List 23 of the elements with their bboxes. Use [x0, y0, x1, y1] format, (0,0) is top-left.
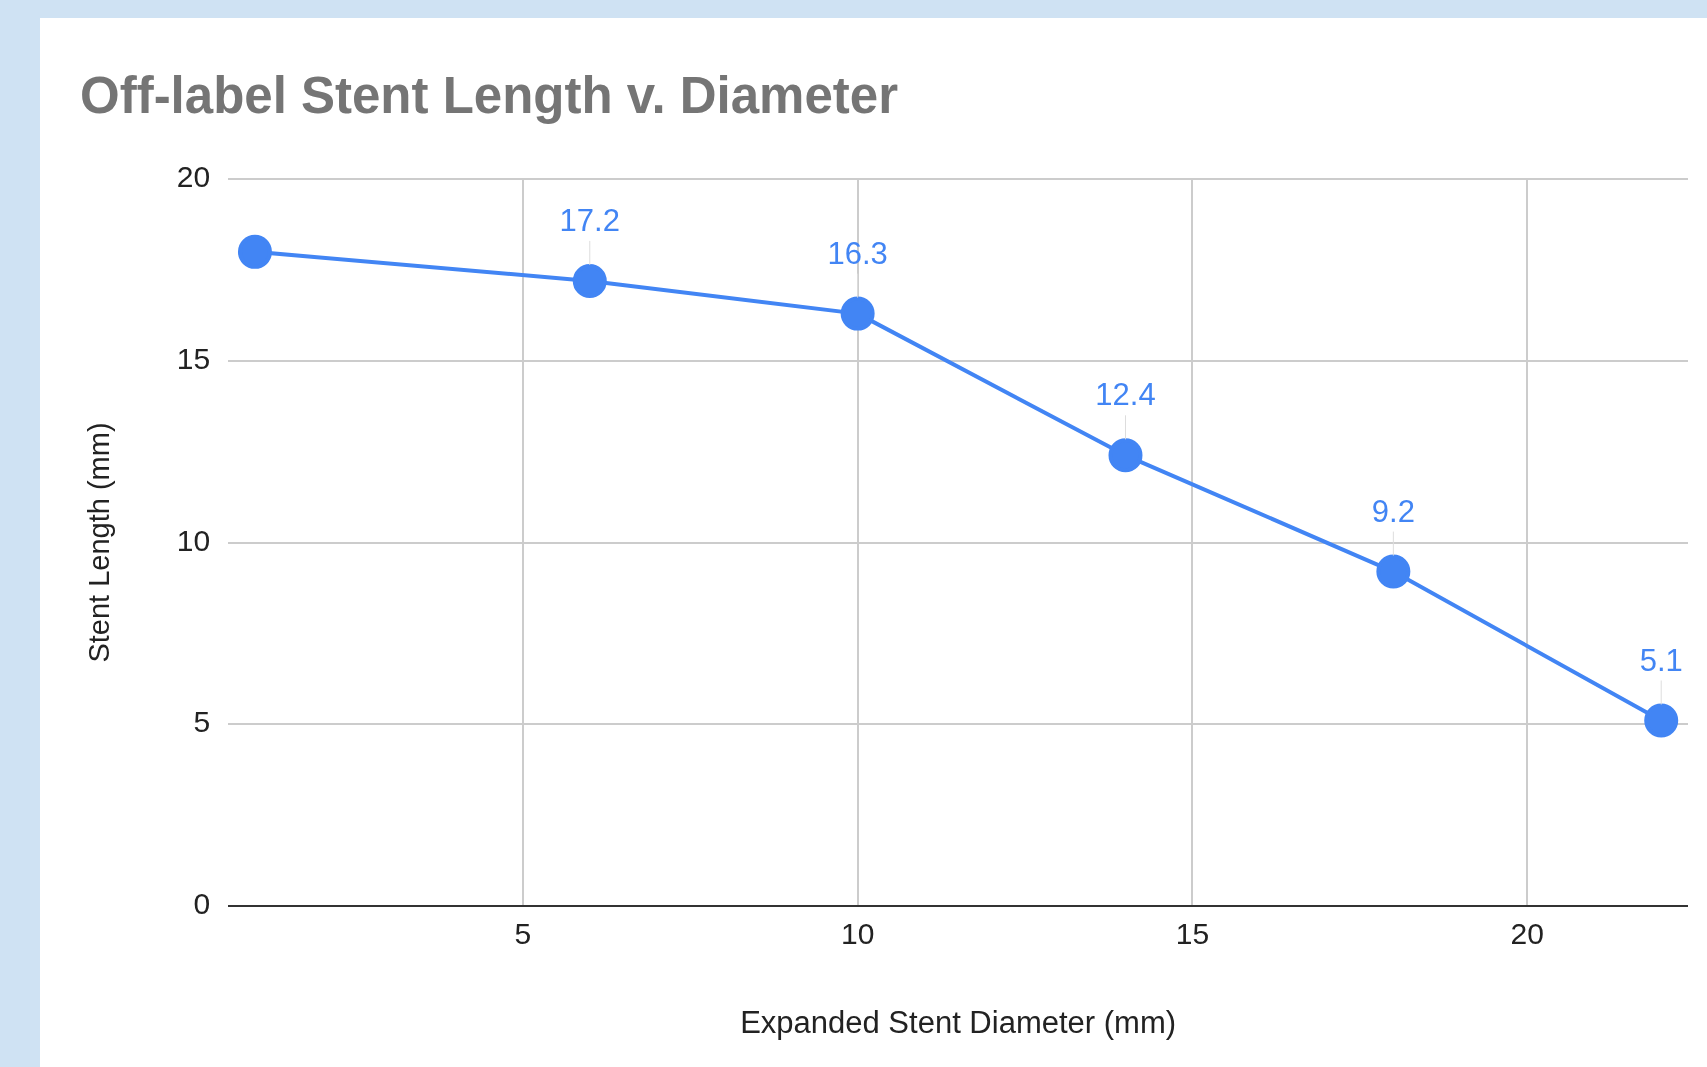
- x-axis-title: Expanded Stent Diameter (mm): [740, 1004, 1177, 1040]
- x-tick-label: 20: [1510, 917, 1544, 951]
- data-label: 9.2: [1371, 493, 1415, 529]
- y-tick-label: 5: [193, 705, 211, 739]
- point: [840, 296, 875, 331]
- data-label: 5.1: [1639, 642, 1683, 678]
- data-label: 17.2: [559, 202, 620, 238]
- y-axis-title: Stent Length (mm): [83, 422, 116, 663]
- x-tick-label: 15: [1175, 917, 1210, 951]
- chart-title: Off-label Stent Length v. Diameter: [80, 66, 899, 124]
- point: [572, 263, 607, 298]
- y-tick-label: 0: [193, 887, 211, 921]
- y-tick-label: 15: [176, 342, 211, 376]
- point: [237, 234, 272, 269]
- data-label: 12.4: [1095, 377, 1156, 413]
- x-tick-label: 5: [514, 917, 532, 951]
- y-tick-label: 20: [176, 160, 211, 194]
- point: [1108, 438, 1143, 473]
- point: [1644, 703, 1679, 738]
- point: [1376, 554, 1411, 589]
- x-tick-label: 10: [840, 917, 875, 951]
- data-label: 16.3: [827, 235, 888, 271]
- y-tick-label: 10: [176, 523, 211, 557]
